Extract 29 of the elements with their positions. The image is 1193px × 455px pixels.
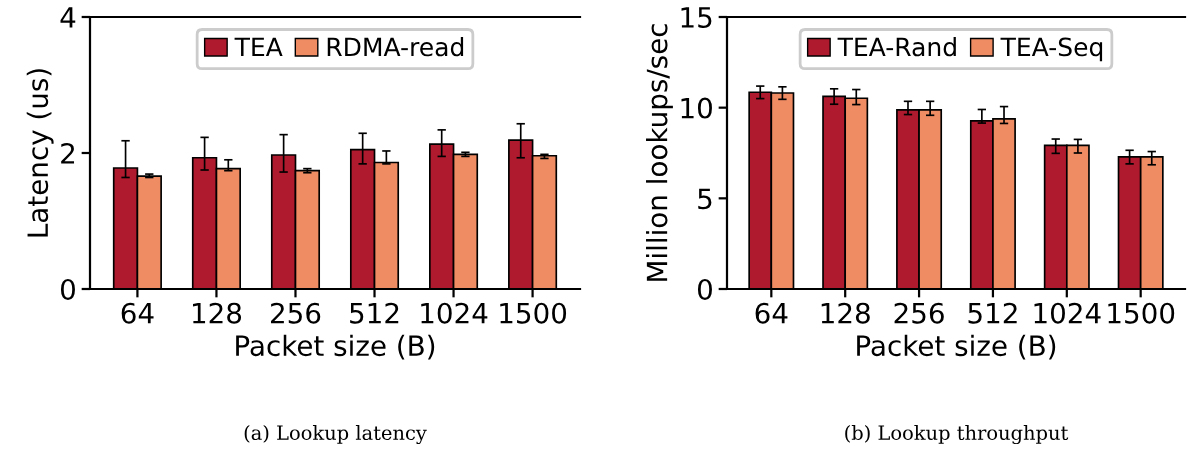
y-tick-label: 0 — [697, 278, 712, 300]
y-axis-title: Million lookups/sec — [646, 24, 673, 281]
legend-label: TEA-Seq — [1000, 37, 1103, 62]
y-tick-label: 5 — [698, 188, 712, 210]
x-tick-label: 128 — [821, 302, 870, 324]
y-axis-title: Latency (us) — [26, 69, 54, 237]
x-tick-label: 256 — [894, 302, 944, 324]
x-axis-title: Packet size (B) — [236, 334, 435, 360]
x-tick-label: 256 — [271, 302, 321, 324]
x-tick-label: 1024 — [1034, 302, 1101, 324]
y-tick-label: 0 — [60, 278, 75, 300]
legend-label: TEA — [234, 37, 283, 56]
y-tick-label: 10 — [681, 97, 712, 119]
x-axis-title: Packet size (B) — [857, 334, 1056, 360]
x-tick-label: 64 — [121, 302, 154, 324]
legend-label: RDMA-read — [327, 37, 464, 57]
x-tick-label: 512 — [350, 302, 399, 324]
x-tick-label: 1500 — [1108, 302, 1175, 324]
text: (b) Lookup throughput — [845, 425, 1069, 445]
y-tick-label: 2 — [61, 142, 75, 164]
x-tick-label: 128 — [192, 302, 242, 324]
x-tick-label: 512 — [968, 302, 1017, 324]
x-tick-label: 1024 — [421, 302, 488, 324]
y-tick-label: 15 — [681, 7, 712, 28]
text: (a) Lookup latency — [244, 425, 427, 445]
legend-label: TEA-Rand — [837, 37, 956, 57]
y-tick-label: 4 — [60, 7, 76, 28]
x-tick-label: 1500 — [500, 302, 567, 324]
x-tick-label: 64 — [755, 302, 788, 324]
